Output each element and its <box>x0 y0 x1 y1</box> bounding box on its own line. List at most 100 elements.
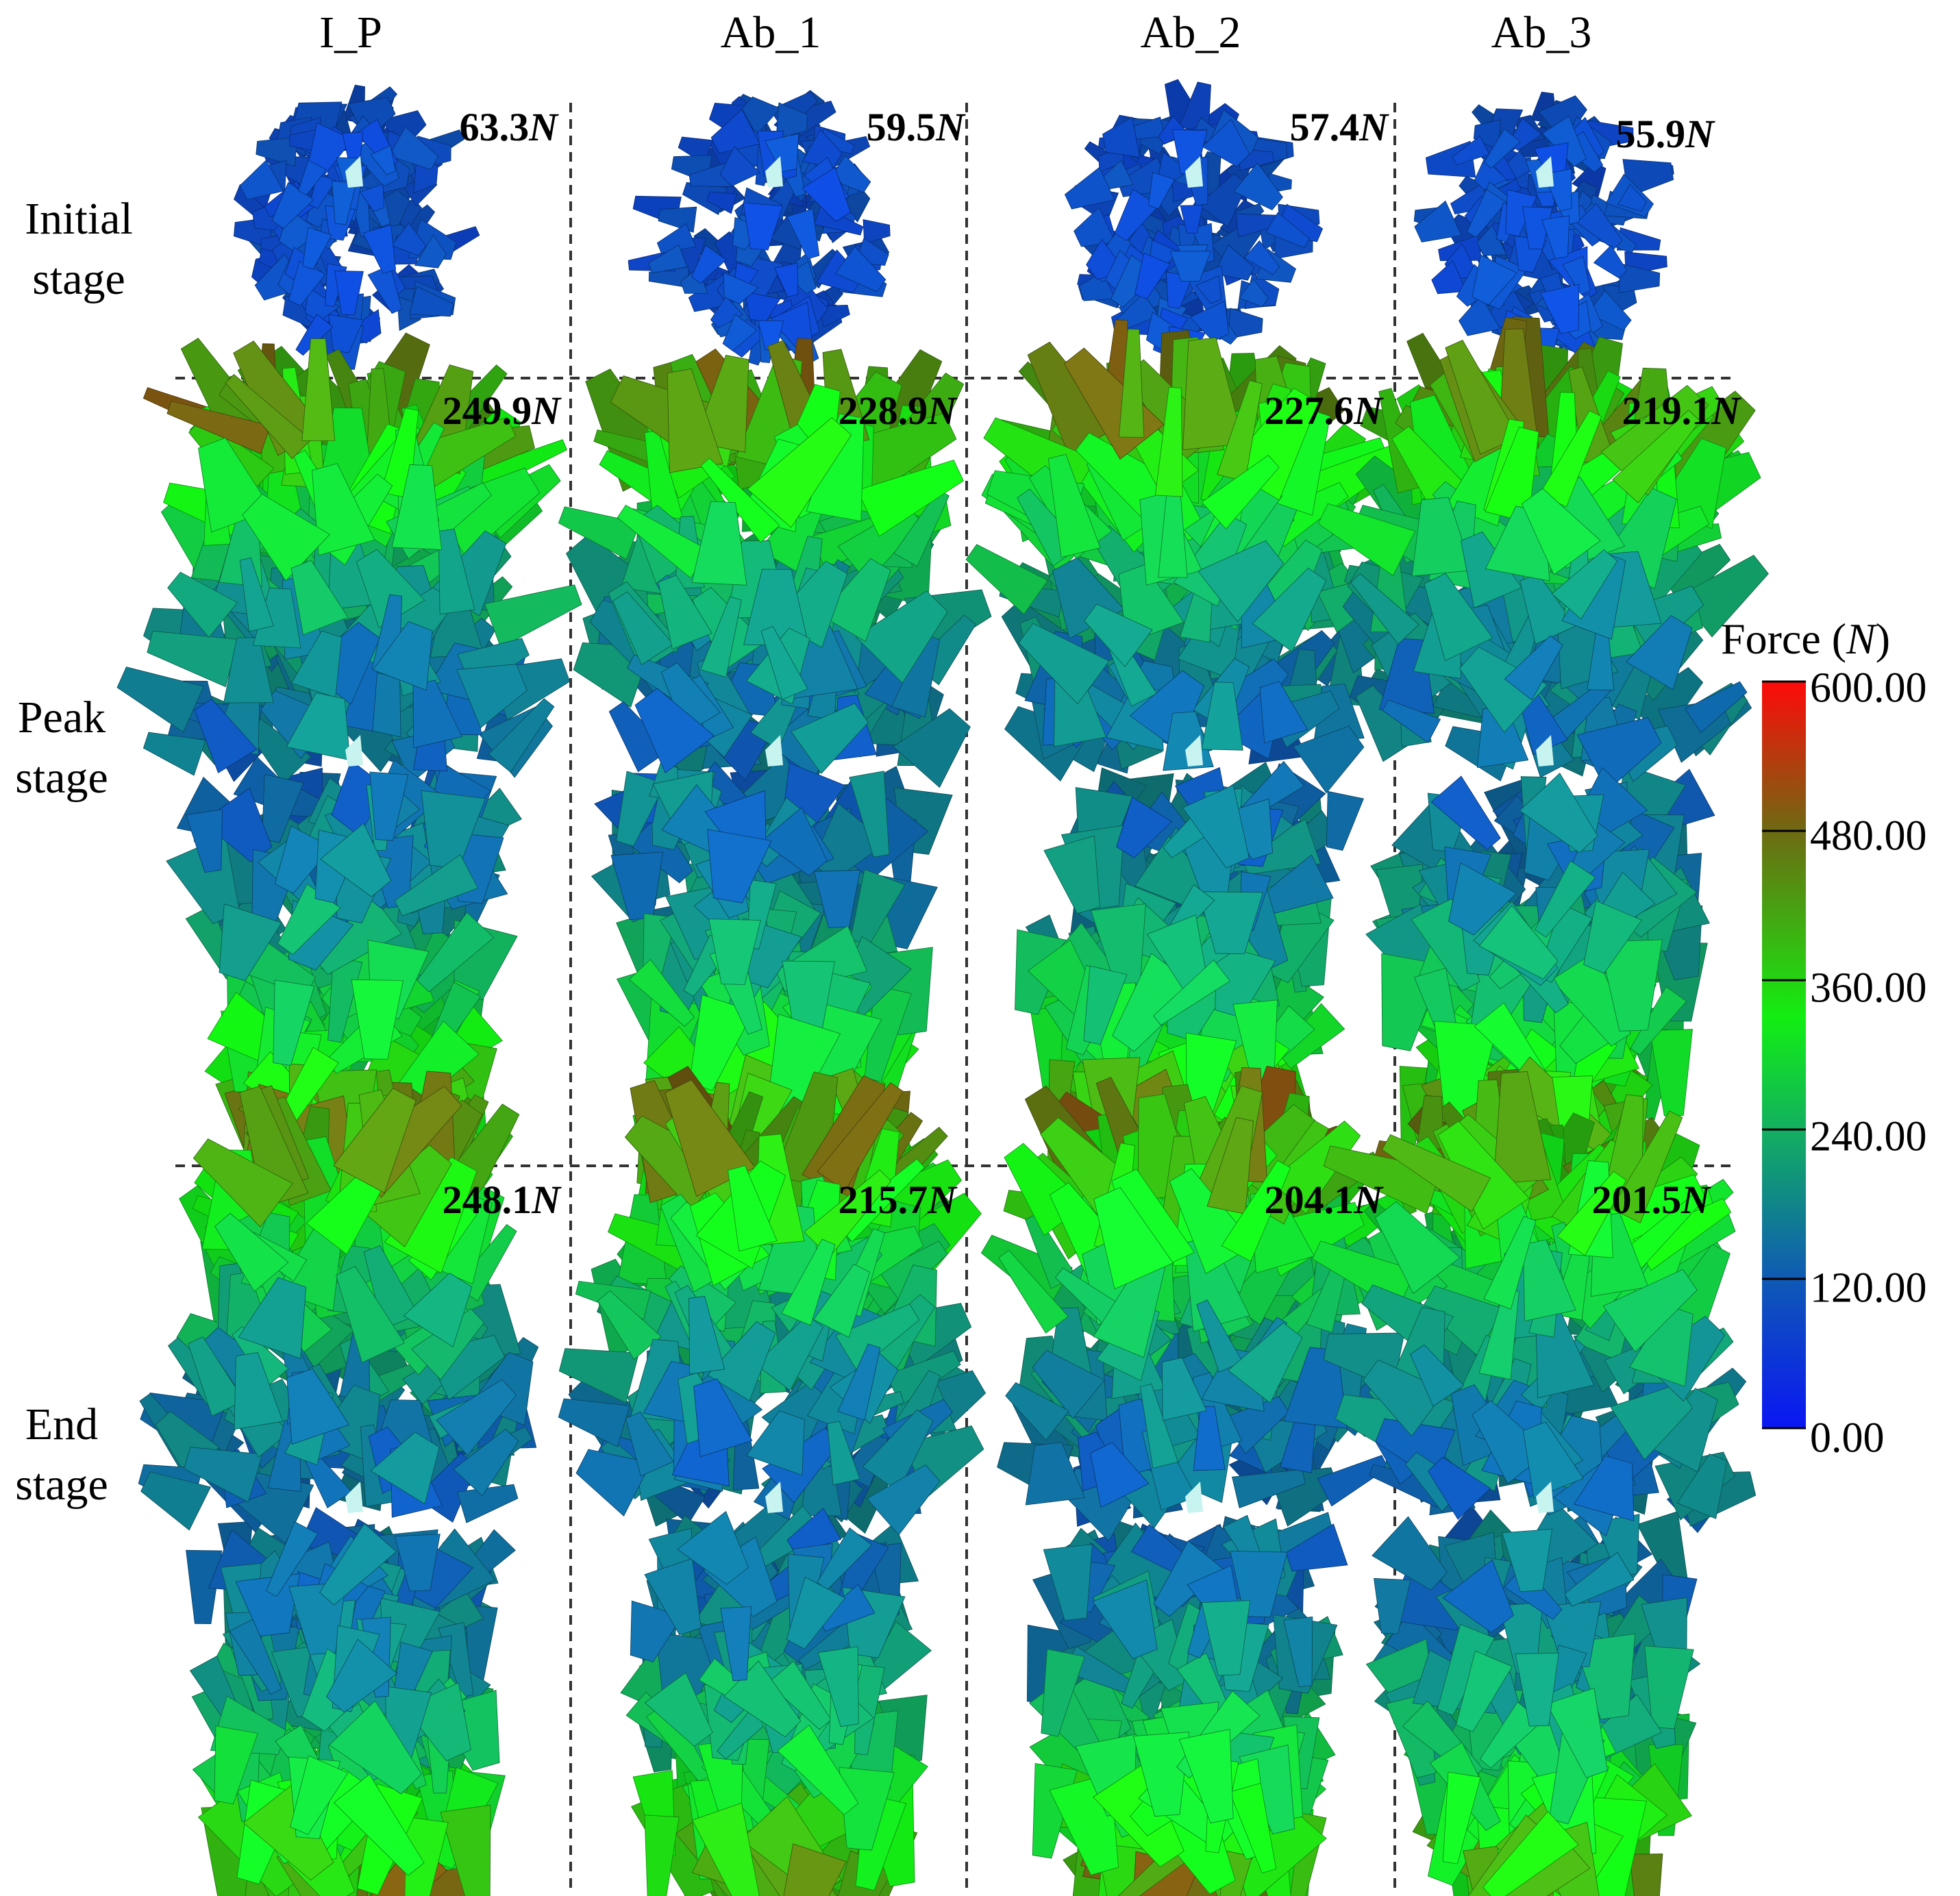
particle-shard <box>747 417 852 528</box>
center-highlight <box>345 1482 363 1513</box>
particle-shard <box>391 464 442 550</box>
particle-shard <box>837 1343 881 1421</box>
particle-shard <box>1090 1442 1150 1508</box>
particle-shard <box>691 245 727 284</box>
colorbar-tick-label-600: 600.00 <box>1810 664 1927 712</box>
particle-shard <box>1182 784 1250 869</box>
particle-shard <box>1541 215 1570 259</box>
row-label-end-stage: End stage <box>15 1399 108 1510</box>
particle-shard <box>1084 603 1153 667</box>
particle-shard <box>1189 300 1229 342</box>
particle-cluster-r2-c3 <box>965 319 1411 1212</box>
particle-shard <box>214 1725 258 1805</box>
particle-shard <box>147 630 238 688</box>
particle-shard <box>273 980 315 1066</box>
particle-shard <box>298 160 327 196</box>
particle-cluster-r3-c3 <box>980 1066 1417 1896</box>
column-header-ab-2: Ab_2 <box>1140 8 1241 58</box>
particle-shard <box>1196 1299 1243 1373</box>
particle-shard <box>1644 1645 1694 1730</box>
particle-shard <box>1285 1523 1348 1572</box>
particle-shard <box>1201 1600 1251 1676</box>
particle-shard <box>1576 717 1662 792</box>
particle-shard <box>1243 240 1280 275</box>
particle-shard <box>1148 171 1176 210</box>
particle-shard <box>1515 1652 1559 1727</box>
particle-shard <box>1629 1853 1663 1896</box>
force-label-end-ab-2: 204.1N <box>1264 1177 1382 1222</box>
center-highlight <box>1536 735 1554 766</box>
particle-shard <box>1556 1171 1627 1256</box>
particle-shard <box>707 829 772 903</box>
particle-shard <box>839 1767 895 1851</box>
particle-shard <box>1374 1201 1461 1295</box>
particle-shard <box>625 1411 674 1477</box>
particle-shard <box>1483 128 1521 169</box>
particle-shard <box>700 458 780 543</box>
particle-shard <box>347 97 396 142</box>
particle-shard <box>644 1814 680 1896</box>
particle-shard <box>777 1724 859 1815</box>
particle-shard <box>786 1576 846 1649</box>
particle-shard <box>453 1428 519 1497</box>
particle-shard <box>1381 1134 1491 1212</box>
particle-shard <box>1093 1186 1174 1290</box>
force-label-initial-ab-1: 59.5N <box>866 105 965 149</box>
particle-shard <box>745 1410 805 1476</box>
particle-shard <box>1522 206 1553 250</box>
particle-shard <box>856 460 964 537</box>
particle-shard <box>817 1646 859 1727</box>
particle-shard <box>328 314 364 353</box>
particle-shard <box>628 959 695 1027</box>
particle-shard <box>329 1700 422 1795</box>
force-label-end-i-p: 248.1N <box>442 1177 560 1222</box>
particle-shard <box>1233 162 1283 210</box>
particle-shard <box>741 96 781 136</box>
particle-shard <box>558 506 641 560</box>
center-highlight <box>765 735 783 766</box>
particle-shard <box>194 699 258 773</box>
particle-shard <box>436 1379 517 1456</box>
particle-shard <box>1483 1215 1537 1310</box>
particle-shard <box>1459 646 1548 734</box>
particle-shard <box>362 224 397 274</box>
particle-cluster-r1-c1 <box>233 84 480 370</box>
particle-shard <box>863 219 891 245</box>
particle-shard <box>1032 1349 1105 1419</box>
particle-shard <box>647 244 688 274</box>
particle-shard <box>417 912 495 993</box>
particle-shard <box>1228 1322 1303 1404</box>
particle-shard <box>634 688 715 773</box>
particle-shard <box>409 286 454 317</box>
particle-shard <box>813 205 864 236</box>
particle-shard <box>1283 1617 1313 1688</box>
particle-shard <box>1116 797 1173 858</box>
center-highlight <box>1185 1482 1203 1513</box>
particle-shard <box>1410 1344 1465 1407</box>
particle-shard <box>608 701 671 773</box>
particle-shard <box>1326 790 1364 851</box>
particle-shard <box>1201 682 1243 751</box>
particle-shard <box>1043 1544 1093 1621</box>
colorbar-tick-label-0: 0.00 <box>1810 1414 1885 1462</box>
particle-shard <box>1685 681 1748 734</box>
particle-shard <box>1005 1382 1069 1441</box>
particle-shard <box>394 1534 441 1592</box>
particle-shard <box>1018 623 1110 705</box>
particle-shard <box>1456 1650 1513 1732</box>
particle-shard <box>1476 224 1507 256</box>
particle-shard <box>658 206 697 233</box>
particle-shard <box>488 698 555 773</box>
particle-shard <box>1442 1559 1514 1633</box>
center-highlight <box>1185 735 1203 766</box>
particle-shard <box>359 184 384 212</box>
colorbar-tick-label-240: 240.00 <box>1810 1113 1927 1160</box>
particle-shard <box>1445 339 1519 455</box>
particle-shard <box>1350 573 1419 645</box>
particle-shard <box>776 102 808 139</box>
particle-shard <box>262 774 304 843</box>
particle-shard <box>1448 862 1517 936</box>
particle-shard <box>1074 207 1116 247</box>
particle-shard <box>706 191 738 214</box>
particle-shard <box>1502 1528 1553 1593</box>
